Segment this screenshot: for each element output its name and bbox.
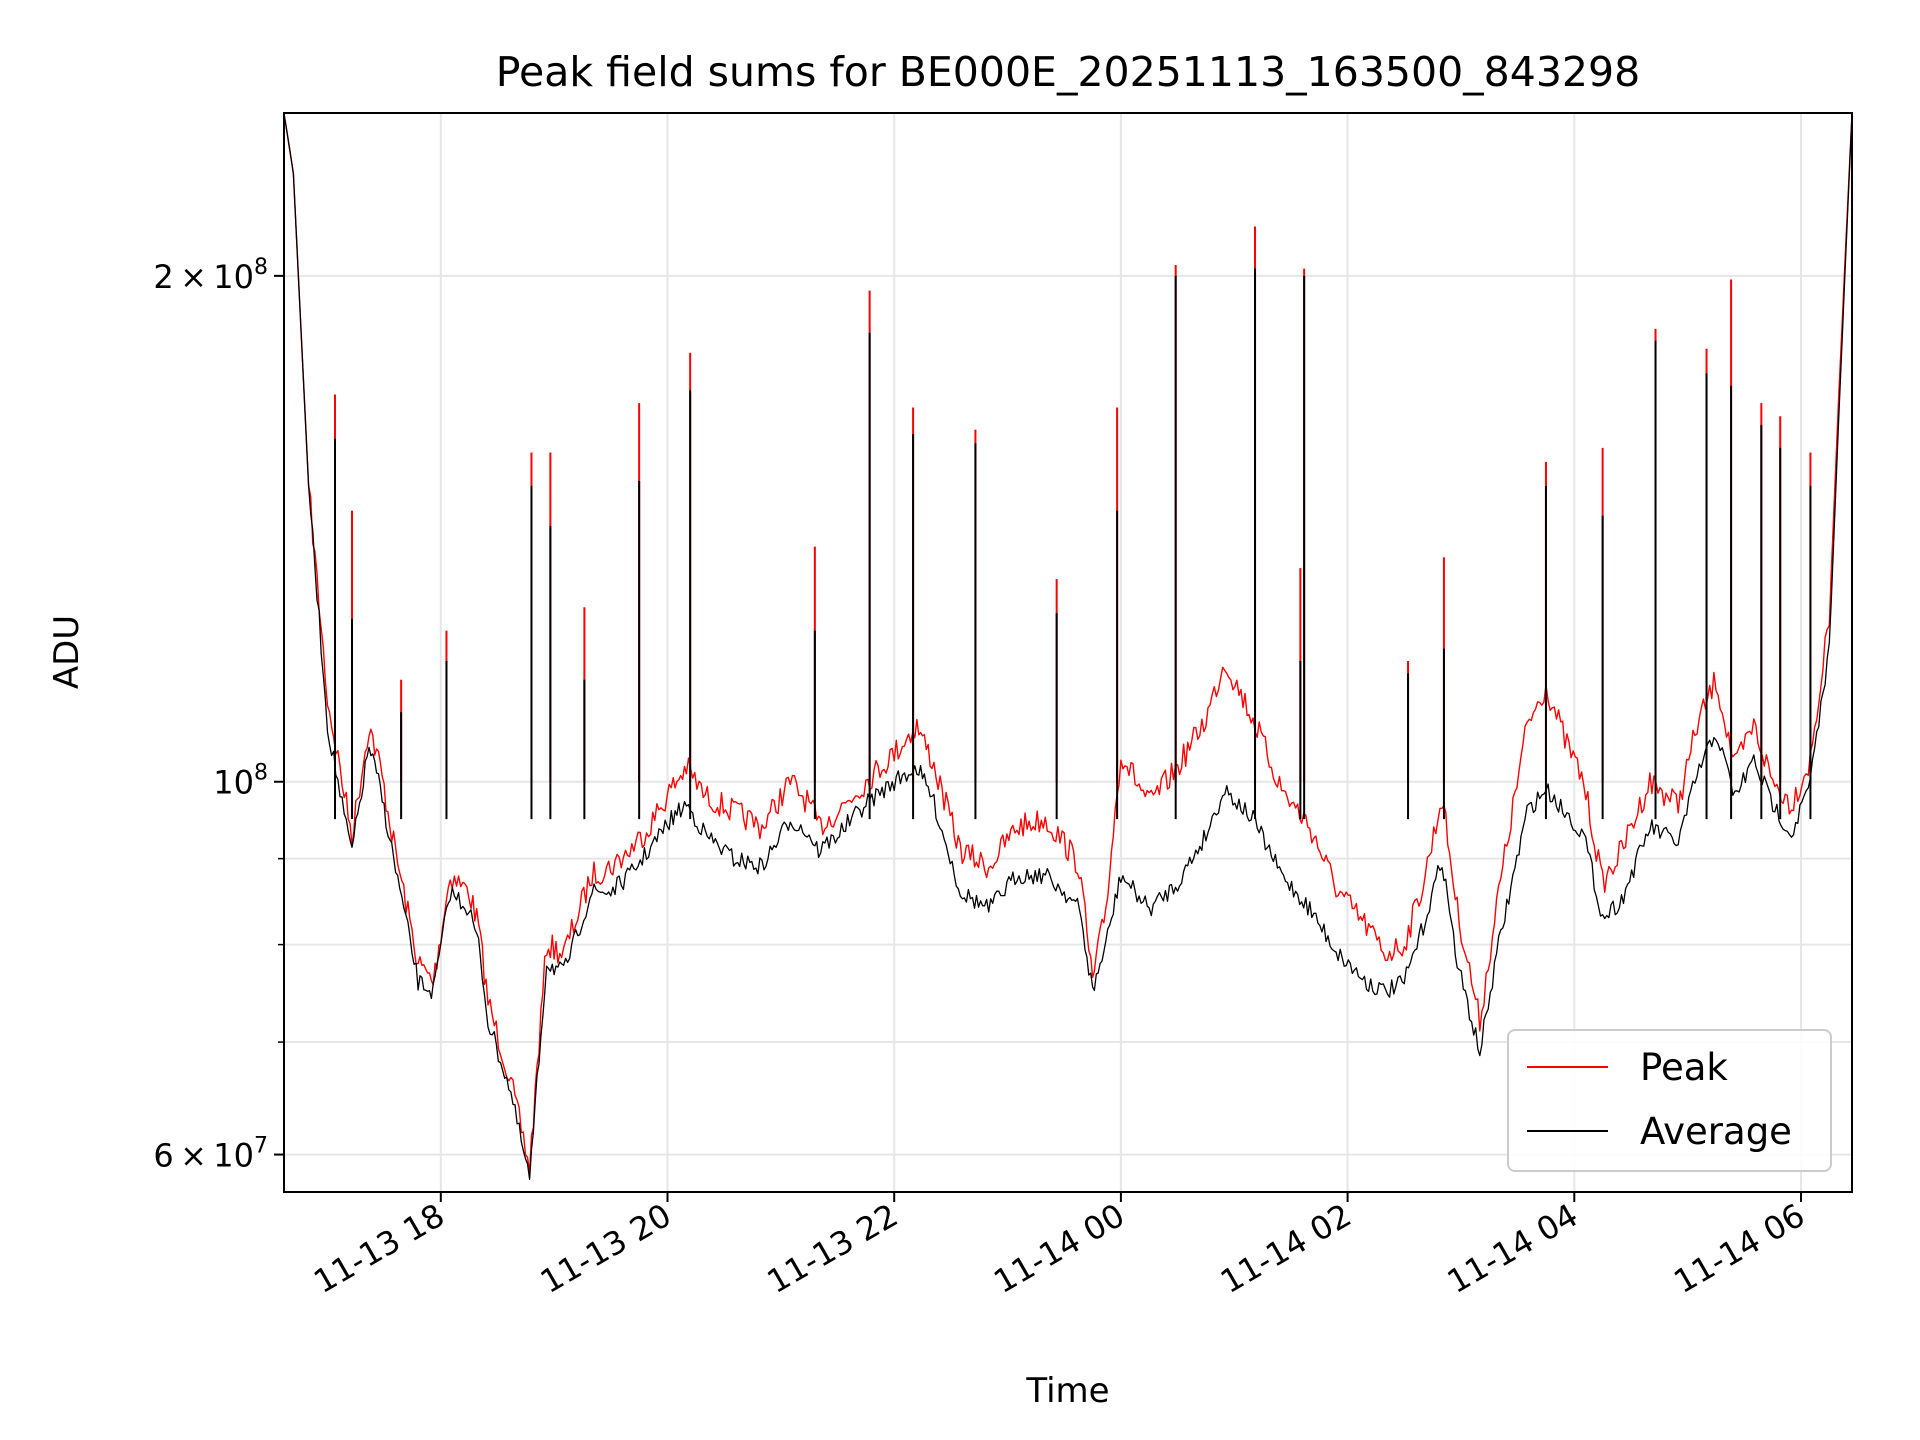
legend: Peak Average: [1507, 1029, 1832, 1172]
x-axis-label: Time: [1025, 1371, 1109, 1411]
y-tick-label: 2 × 108: [153, 255, 268, 296]
y-tick-label: 108: [213, 761, 268, 802]
chart-title: Peak field sums for BE000E_20251113_1635…: [496, 48, 1640, 96]
legend-label-peak: Peak: [1640, 1046, 1728, 1089]
series-line-average: [284, 113, 1852, 1180]
y-tick-base: 2 × 10: [153, 258, 254, 296]
y-tick-exponent: 8: [254, 255, 268, 280]
legend-label-average: Average: [1640, 1110, 1792, 1153]
legend-box: [1507, 1029, 1832, 1172]
plot-frame: [283, 112, 1853, 1193]
y-tick-base: 6 × 10: [153, 1137, 254, 1175]
y-tick-label: 6 × 107: [153, 1134, 268, 1175]
y-axis-label: ADU: [47, 615, 87, 689]
y-tick-exponent: 8: [254, 761, 268, 786]
plot-series: [284, 113, 1852, 1180]
y-tick-exponent: 7: [254, 1134, 268, 1159]
y-tick-base: 10: [213, 764, 254, 802]
series-line-peak: [284, 113, 1852, 1173]
